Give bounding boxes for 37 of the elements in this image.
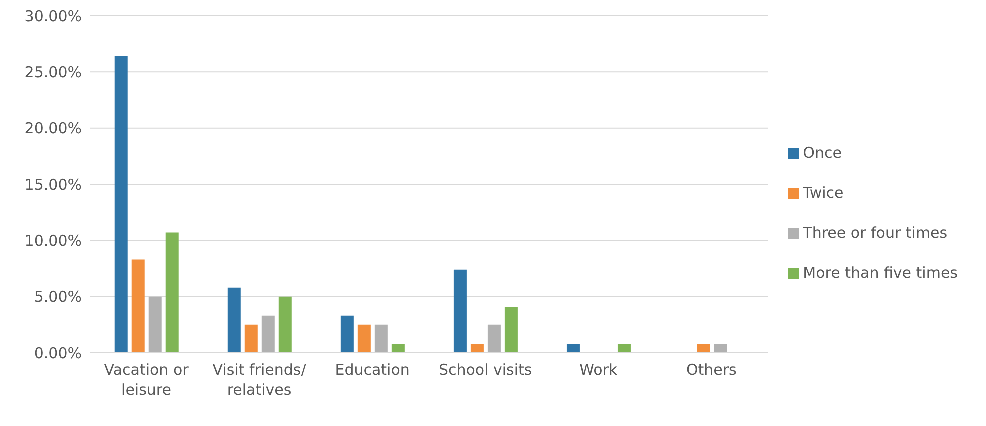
x-tick-label: Work [580,361,618,379]
legend-label: Twice [803,184,844,202]
y-tick-label: 5.00% [34,288,82,306]
bar [148,296,162,353]
bar [566,344,580,353]
bar [278,296,292,353]
legend-label: More than five times [803,264,958,282]
x-tick-label: Vacation or leisure [104,361,190,399]
y-tick-label: 20.00% [24,120,82,138]
bar [132,260,145,353]
y-tick-label: 15.00% [24,176,82,194]
bar [504,306,518,353]
y-tick-label: 30.00% [24,7,82,26]
x-tick-label: Visit friends/ relatives [212,361,308,399]
bar [470,344,484,353]
y-tick-label: 0.00% [34,344,82,362]
x-tick-label: Education [335,361,410,379]
bar [262,316,275,353]
x-tick-label: School visits [438,361,532,379]
y-tick-label: 10.00% [24,232,82,250]
x-tick-label: Others [686,361,738,379]
bar [454,270,467,353]
bar [244,324,258,353]
bar [114,56,128,353]
legend-label: Three or four times [803,224,948,242]
bar [714,344,727,353]
bar [618,344,631,353]
bar [166,232,179,353]
bar [696,344,710,353]
bar [392,344,405,353]
bar [374,324,388,353]
bar [340,316,354,353]
bar [358,324,371,353]
bar [488,324,501,353]
bar [228,288,241,353]
legend-label: Once [803,144,842,162]
y-tick-label: 25.00% [24,63,82,82]
